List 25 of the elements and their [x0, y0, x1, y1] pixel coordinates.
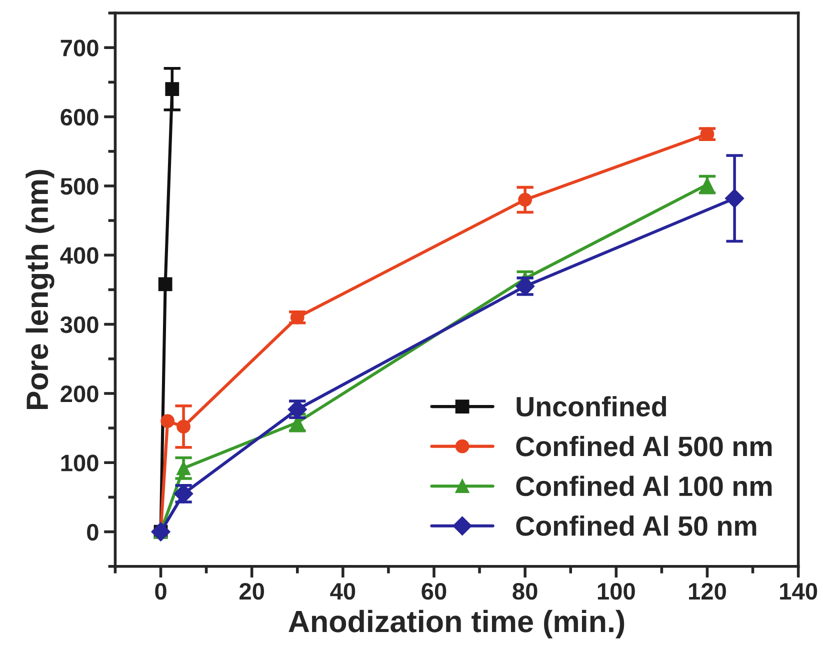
x-tick-label: 40 — [330, 582, 356, 600]
y-tick-label: 100 — [61, 454, 98, 472]
point — [158, 277, 172, 292]
y-tick-label: 500 — [60, 178, 98, 195]
x-axis-title: Anodization time (min.) — [288, 610, 624, 638]
y-tick-label: 0 — [87, 524, 98, 541]
x-tick-label: 100 — [598, 582, 635, 600]
x-tick-label: 0 — [155, 582, 166, 600]
x-tick-label: 80 — [512, 582, 538, 600]
point — [160, 414, 175, 428]
x-tick-label: 20 — [240, 582, 264, 600]
y-tick-label: 600 — [60, 108, 98, 126]
legend-label: Confined Al 50 nm — [516, 515, 756, 536]
y-tick-label: 200 — [60, 386, 98, 402]
y-tick-label: 700 — [60, 40, 98, 56]
legend-label: Unconfined — [516, 396, 666, 417]
y-tick-label: 300 — [60, 316, 98, 334]
x-tick-label: 60 — [422, 582, 446, 600]
x-tick-label: 140 — [780, 582, 818, 600]
legend-label: Confined Al 500 nm — [516, 436, 772, 456]
point — [151, 522, 170, 542]
legend-label: Confined Al 100 nm — [516, 476, 772, 496]
y-axis-title: Pore length (nm) — [26, 170, 54, 410]
y-tick-label: 400 — [60, 247, 98, 264]
x-tick-label: 120 — [689, 582, 726, 600]
